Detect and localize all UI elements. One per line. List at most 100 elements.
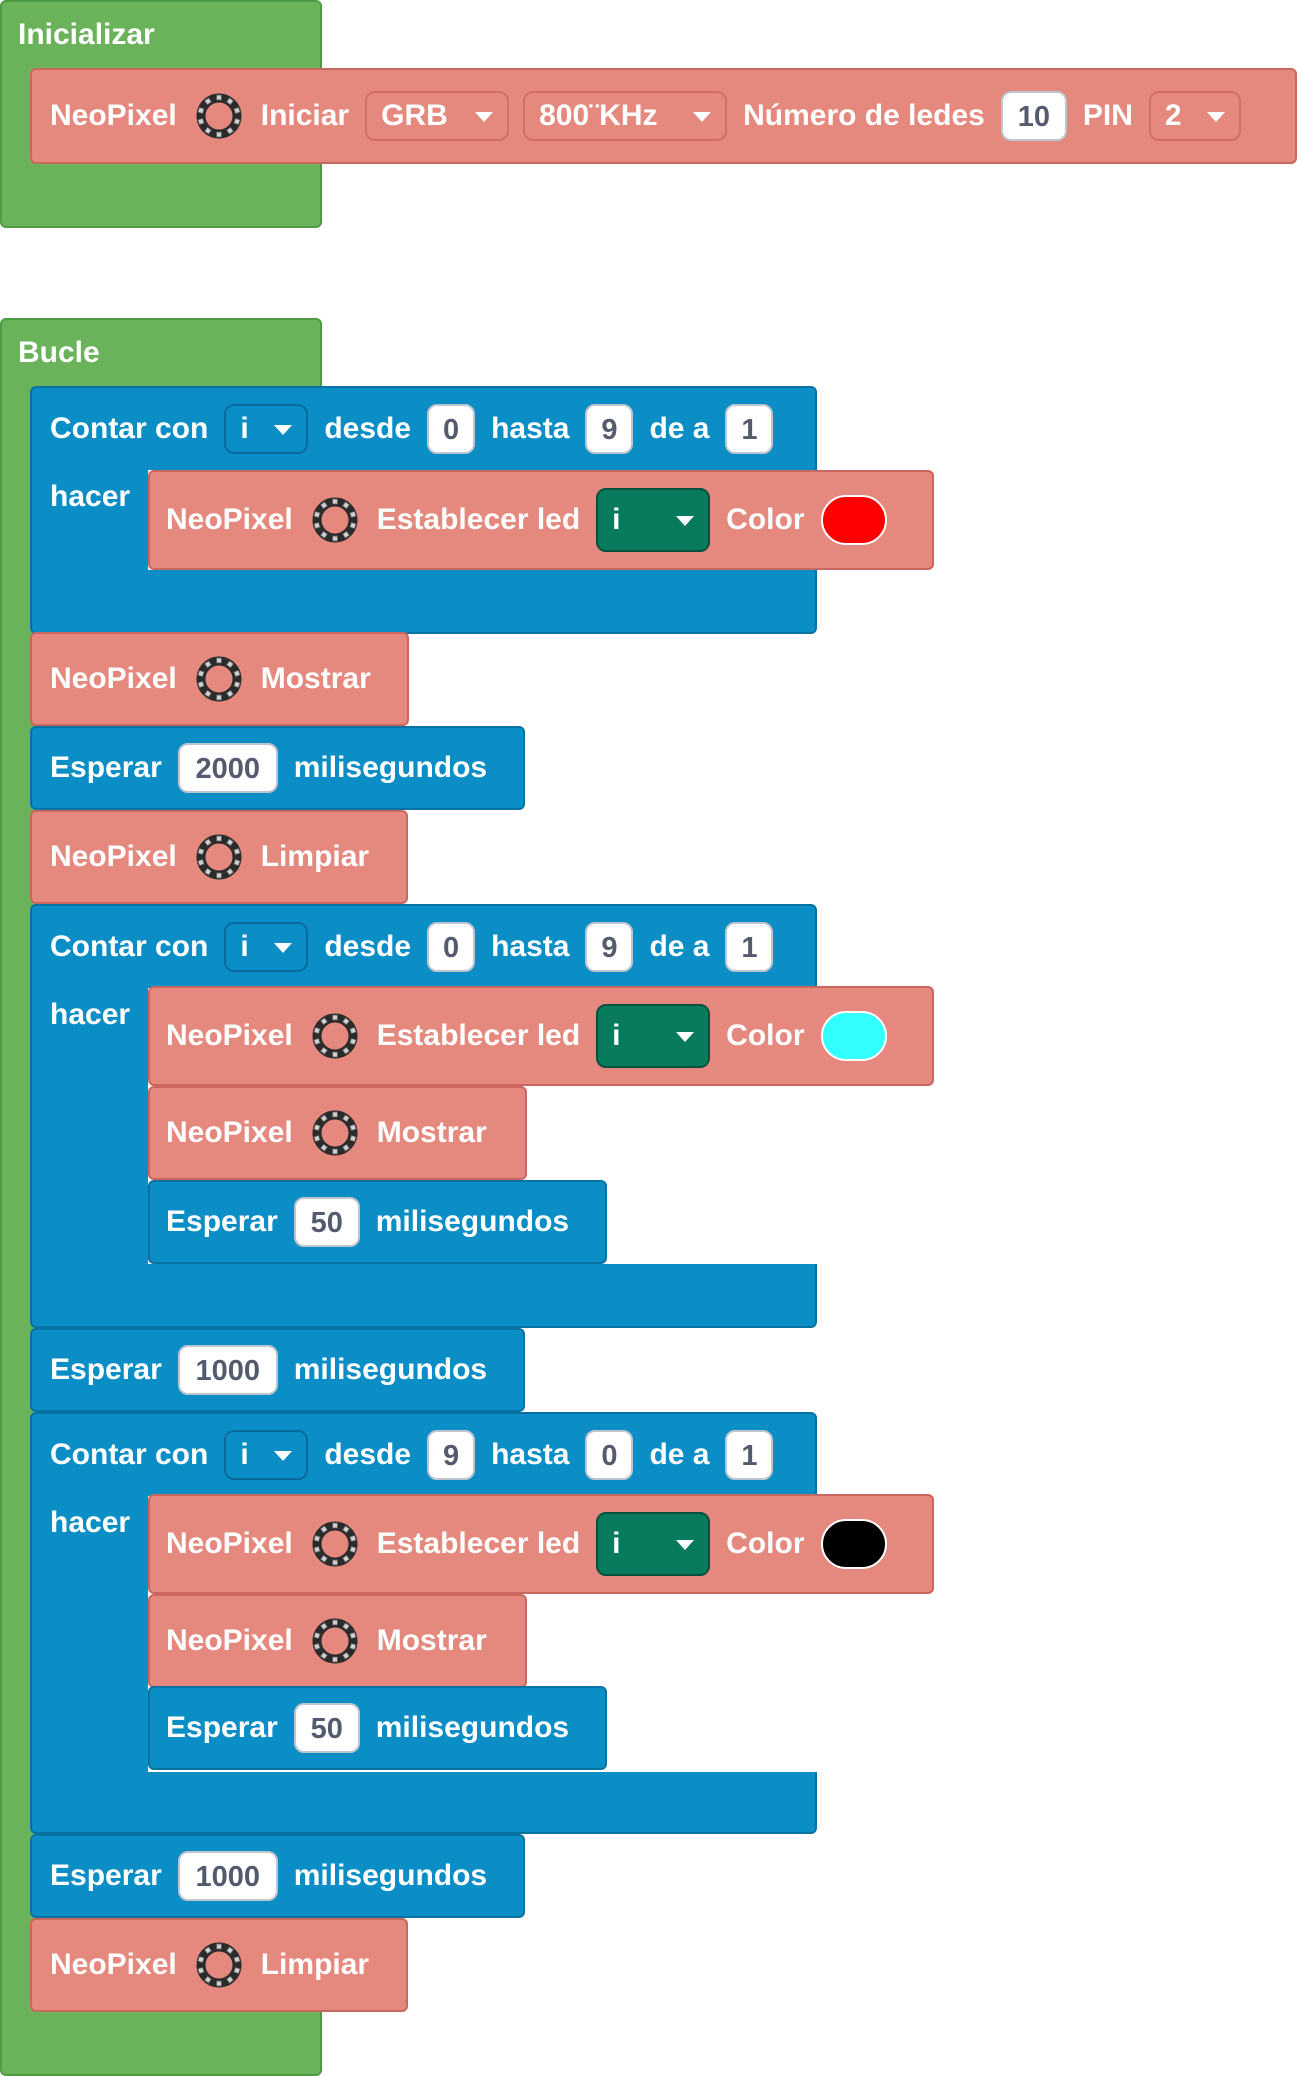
from-label: desde (324, 1438, 412, 1471)
neopixel-label: NeoPixel (50, 840, 177, 873)
step-label: de a (649, 930, 710, 963)
color-label: Color (726, 503, 805, 536)
wait-label: Esperar (50, 1859, 162, 1892)
neopixel-show-block-3[interactable]: NeoPixel Mostrar (148, 1594, 527, 1688)
color-swatch[interactable] (820, 495, 887, 545)
do-label: hacer (50, 998, 131, 1031)
chevron-down-icon (676, 1540, 695, 1550)
neopixel-label: NeoPixel (166, 1527, 293, 1560)
to-label: hasta (491, 412, 570, 445)
ms-unit-label: milisegundos (293, 1353, 488, 1386)
ms-unit-label: milisegundos (293, 1859, 488, 1892)
color-order-value: GRB (381, 99, 448, 132)
set-led-label: Establecer led (376, 503, 581, 536)
loop-var-value: i (240, 930, 249, 963)
wait-label: Esperar (166, 1711, 278, 1744)
neopixel-set-led-block-2[interactable]: NeoPixel Establecer led i Color (148, 986, 934, 1086)
step-input[interactable]: 1 (725, 1430, 774, 1480)
ms-unit-label: milisegundos (375, 1711, 570, 1744)
chevron-down-icon (1206, 112, 1225, 122)
neopixel-ring-icon (309, 494, 361, 546)
num-leds-input[interactable]: 10 (1000, 91, 1067, 141)
show-label: Mostrar (376, 1624, 487, 1657)
loop-var-dropdown[interactable]: i (224, 404, 309, 454)
from-input[interactable]: 0 (427, 404, 476, 454)
led-index-var-dropdown[interactable]: i (596, 488, 711, 552)
neopixel-show-block-1[interactable]: NeoPixel Mostrar (30, 632, 409, 726)
neopixel-clear-block-1[interactable]: NeoPixel Limpiar (30, 810, 408, 904)
count-with-label: Contar con (50, 1438, 209, 1471)
to-input[interactable]: 0 (585, 1430, 634, 1480)
wait-block-2[interactable]: Esperar 1000 milisegundos (30, 1328, 525, 1412)
color-order-dropdown[interactable]: GRB (365, 91, 510, 141)
loop-var-dropdown[interactable]: i (224, 922, 309, 972)
chevron-down-icon (274, 943, 293, 953)
wait-block-1[interactable]: Esperar 2000 milisegundos (30, 726, 525, 810)
ms-unit-label: milisegundos (293, 751, 488, 784)
to-input[interactable]: 9 (585, 922, 634, 972)
step-input[interactable]: 1 (725, 404, 774, 454)
neopixel-ring-icon (309, 1107, 361, 1159)
to-label: hasta (491, 930, 570, 963)
wait-block-3[interactable]: Esperar 1000 milisegundos (30, 1834, 525, 1918)
num-leds-label: Número de ledes (743, 99, 985, 132)
wait-ms-input[interactable]: 2000 (177, 743, 278, 793)
do-label: hacer (50, 480, 131, 513)
neopixel-label: NeoPixel (50, 662, 177, 695)
led-index-var-dropdown[interactable]: i (596, 1512, 711, 1576)
init-action-label: Iniciar (260, 99, 350, 132)
init-event-label: Inicializar (18, 18, 155, 51)
set-led-label: Establecer led (376, 1527, 581, 1560)
led-index-var-dropdown[interactable]: i (596, 1004, 711, 1068)
wait-block-inner-3[interactable]: Esperar 50 milisegundos (148, 1686, 607, 1770)
pin-label: PIN (1082, 99, 1133, 132)
neopixel-clear-block-2[interactable]: NeoPixel Limpiar (30, 1918, 408, 2012)
wait-ms-input[interactable]: 1000 (177, 1345, 278, 1395)
led-index-value: i (612, 1527, 621, 1560)
neopixel-ring-icon (309, 1615, 361, 1667)
chevron-down-icon (274, 1451, 293, 1461)
to-label: hasta (491, 1438, 570, 1471)
wait-label: Esperar (166, 1205, 278, 1238)
neopixel-set-led-block-3[interactable]: NeoPixel Establecer led i Color (148, 1494, 934, 1594)
wait-ms-input[interactable]: 50 (293, 1703, 360, 1753)
neopixel-ring-icon (193, 653, 245, 705)
show-label: Mostrar (260, 662, 371, 695)
chevron-down-icon (274, 425, 293, 435)
loop-var-dropdown[interactable]: i (224, 1430, 309, 1480)
neopixel-label: NeoPixel (50, 1948, 177, 1981)
from-input[interactable]: 0 (427, 922, 476, 972)
neopixel-init-block[interactable]: NeoPixel Iniciar GRB 800¨KHz Número de l… (30, 68, 1297, 164)
step-input[interactable]: 1 (725, 922, 774, 972)
step-label: de a (649, 412, 710, 445)
count-with-label: Contar con (50, 930, 209, 963)
frequency-dropdown[interactable]: 800¨KHz (523, 91, 728, 141)
wait-ms-input[interactable]: 50 (293, 1197, 360, 1247)
wait-label: Esperar (50, 751, 162, 784)
neopixel-ring-icon (309, 1518, 361, 1570)
ms-unit-label: milisegundos (375, 1205, 570, 1238)
from-label: desde (324, 412, 412, 445)
color-swatch[interactable] (820, 1011, 887, 1061)
neopixel-label: NeoPixel (166, 1019, 293, 1052)
set-led-label: Establecer led (376, 1019, 581, 1052)
to-input[interactable]: 9 (585, 404, 634, 454)
pin-dropdown[interactable]: 2 (1148, 91, 1241, 141)
color-swatch[interactable] (820, 1519, 887, 1569)
from-input[interactable]: 9 (427, 1430, 476, 1480)
do-label: hacer (50, 1506, 131, 1539)
led-index-value: i (612, 1019, 621, 1052)
wait-ms-input[interactable]: 1000 (177, 1851, 278, 1901)
neopixel-set-led-block-1[interactable]: NeoPixel Establecer led i Color (148, 470, 934, 570)
neopixel-ring-icon (193, 831, 245, 883)
frequency-value: 800¨KHz (539, 99, 658, 132)
color-label: Color (726, 1527, 805, 1560)
neopixel-label: NeoPixel (166, 1116, 293, 1149)
loop-var-value: i (240, 412, 249, 445)
wait-block-inner-2[interactable]: Esperar 50 milisegundos (148, 1180, 607, 1264)
from-label: desde (324, 930, 412, 963)
color-label: Color (726, 1019, 805, 1052)
chevron-down-icon (693, 112, 712, 122)
neopixel-show-block-2[interactable]: NeoPixel Mostrar (148, 1086, 527, 1180)
clear-label: Limpiar (260, 840, 370, 873)
